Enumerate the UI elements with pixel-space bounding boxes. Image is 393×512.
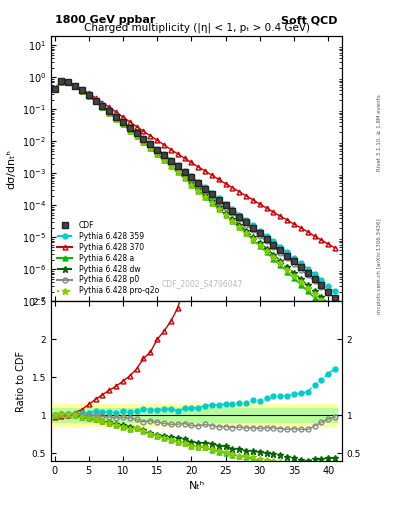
Text: Soft QCD: Soft QCD [281,15,338,25]
Text: CDF_2002_S4796047: CDF_2002_S4796047 [162,279,243,288]
X-axis label: Nₜʰ: Nₜʰ [188,481,205,491]
Legend: CDF, Pythia 6.428 359, Pythia 6.428 370, Pythia 6.428 a, Pythia 6.428 dw, Pythia: CDF, Pythia 6.428 359, Pythia 6.428 370,… [55,219,161,297]
Y-axis label: Ratio to CDF: Ratio to CDF [16,351,26,412]
Text: 1800 GeV ppbar: 1800 GeV ppbar [55,15,155,25]
Text: Rivet 3.1.10, ≥ 1.8M events: Rivet 3.1.10, ≥ 1.8M events [377,95,382,172]
Text: mcplots.cern.ch [arXiv:1306.3436]: mcplots.cern.ch [arXiv:1306.3436] [377,219,382,314]
Title: Charged multiplicity (|η| < 1, pₜ > 0.4 GeV): Charged multiplicity (|η| < 1, pₜ > 0.4 … [83,23,310,33]
Y-axis label: dσ/dnₜʰ: dσ/dnₜʰ [6,148,17,188]
